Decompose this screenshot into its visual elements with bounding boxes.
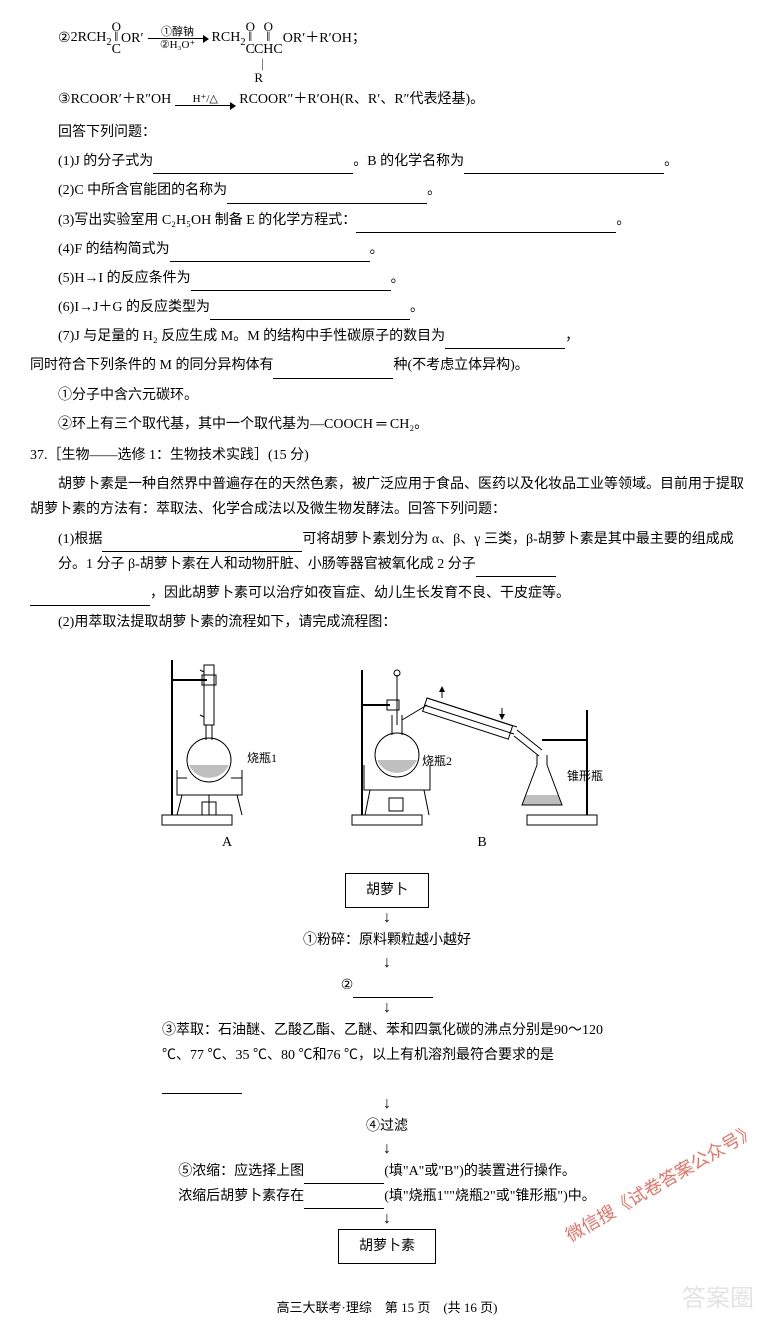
question-intro: 回答下列问题：	[30, 120, 744, 145]
question-6: (6)I→J＋G 的反应类型为。	[30, 295, 744, 320]
flow-step-1: ①粉碎：原料颗粒越小越好	[303, 926, 471, 955]
blank[interactable]	[304, 1167, 384, 1184]
flask1-label: 烧瓶1	[247, 751, 277, 765]
question-2: (2)C 中所含官能团的名称为。	[30, 178, 744, 203]
page-footer: 高三大联考·理综 第 15 页 (共 16 页)	[30, 1296, 744, 1319]
flow-arrow: ↓	[383, 1096, 391, 1112]
formula-num: ②	[58, 26, 71, 51]
reaction-arrow: ①醇钠 ②H₃O⁺	[148, 26, 208, 51]
q37-p1: (1)根据可将胡萝卜素划分为 α、β、γ 三类，β-胡萝卜素是其中最主要的组成成…	[30, 527, 744, 577]
question-4: (4)F 的结构简式为。	[30, 237, 744, 262]
blank[interactable]	[102, 535, 302, 552]
flow-arrow: ↓	[383, 955, 391, 971]
svg-text:烧瓶2: 烧瓶2	[422, 754, 452, 768]
apparatus-row: 烧瓶1 A	[30, 650, 744, 855]
apparatus-b-label: B	[477, 830, 486, 855]
flow-arrow: ↓	[383, 1211, 391, 1227]
question-7b: 同时符合下列条件的 M 的同分异构体有种(不考虑立体异构)。	[30, 353, 744, 378]
formula-2: ② 2RCH2 O ‖ C OR′ ①醇钠 ②H₃O⁺ RCH2 O ‖ C O…	[30, 20, 744, 57]
q37-p1c: ，因此胡萝卜素可以治疗如夜盲症、幼儿生长发育不良、干皮症等。	[30, 581, 744, 606]
apparatus-b: 烧瓶2 锥形瓶 B	[342, 650, 622, 855]
question-3: (3)写出实验室用 C₂H₅OH 制备 E 的化学方程式：。	[30, 208, 744, 233]
svg-text:锥形瓶: 锥形瓶	[567, 769, 603, 783]
apparatus-a: 烧瓶1 A	[152, 650, 302, 855]
flow-arrow: ↓	[383, 910, 391, 926]
reaction-arrow: H⁺/△	[175, 93, 235, 106]
q37-title: 37.［生物——选修 1：生物技术实践］(15 分)	[30, 443, 744, 468]
blank[interactable]	[210, 304, 410, 321]
condition-1: ①分子中含六元碳环。	[30, 383, 744, 408]
formula-num: ③	[58, 87, 71, 112]
blank[interactable]	[476, 560, 556, 577]
apparatus-a-label: A	[222, 830, 232, 855]
blank[interactable]	[227, 187, 427, 204]
flow-arrow: ↓	[383, 1141, 391, 1157]
blank[interactable]	[162, 1077, 242, 1094]
blank[interactable]	[464, 158, 664, 175]
formula-3: ③ RCOOR′＋R″OH H⁺/△ RCOOR″＋R′OH(R、R′、R″代表…	[30, 87, 744, 112]
condition-2: ②环上有三个取代基，其中一个取代基为—COOCH ═ CH₂。	[30, 412, 744, 437]
flow-step-2: ②	[341, 971, 434, 1000]
flow-step-3: ③萃取：石油醚、乙酸乙酯、乙醚、苯和四氯化碳的沸点分别是90～120 ℃、77 …	[162, 1016, 612, 1096]
blank[interactable]	[273, 362, 393, 379]
blank[interactable]	[304, 1192, 384, 1209]
flow-end: 胡萝卜素	[338, 1229, 436, 1264]
flow-step-4: ④过滤	[366, 1112, 408, 1141]
question-5: (5)H→I 的反应条件为。	[30, 266, 744, 291]
blank[interactable]	[356, 216, 616, 233]
blank[interactable]	[353, 981, 433, 998]
watermark-logo: 答案圈	[682, 1277, 754, 1320]
flow-arrow: ↓	[383, 1000, 391, 1016]
blank[interactable]	[153, 158, 353, 175]
blank[interactable]	[445, 333, 565, 350]
q37-p2: (2)用萃取法提取胡萝卜素的流程如下，请完成流程图：	[30, 610, 744, 635]
question-7: (7)J 与足量的 H₂ 反应生成 M。M 的结构中手性碳原子的数目为，	[30, 324, 744, 349]
blank[interactable]	[30, 589, 150, 606]
blank[interactable]	[170, 245, 370, 262]
flow-start: 胡萝卜	[345, 873, 429, 908]
blank[interactable]	[191, 274, 391, 291]
question-1: (1)J 的分子式为。B 的化学名称为。	[30, 149, 744, 174]
flow-step-5: ⑤浓缩：应选择上图(填"A"或"B")的装置进行操作。 浓缩后胡萝卜素存在(填"…	[178, 1157, 596, 1211]
q37-intro: 胡萝卜素是一种自然界中普遍存在的天然色素，被广泛应用于食品、医药以及化妆品工业等…	[30, 472, 744, 522]
